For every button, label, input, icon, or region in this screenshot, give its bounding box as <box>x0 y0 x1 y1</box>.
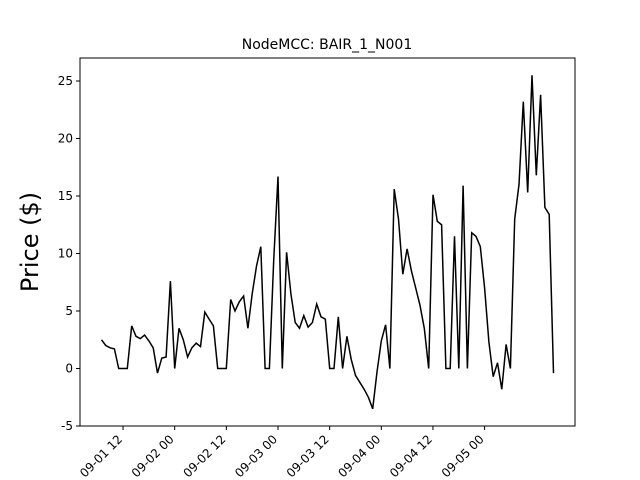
x-tick-label: 09-02 00 <box>129 432 177 480</box>
y-tick-label: 10 <box>58 247 73 261</box>
y-tick-label: 25 <box>58 74 73 88</box>
x-tick-label: 09-02 12 <box>180 432 228 480</box>
y-tick-label: 5 <box>65 304 73 318</box>
y-axis-label: Price ($) <box>16 192 44 292</box>
y-tick-label: 20 <box>58 132 73 146</box>
x-tick-label: 09-04 12 <box>387 432 435 480</box>
x-tick-label: 09-04 00 <box>335 432 383 480</box>
x-tick-label: 09-01 12 <box>77 432 125 480</box>
chart-title: NodeMCC: BAIR_1_N001 <box>242 37 412 53</box>
x-tick-label: 09-05 00 <box>439 432 487 480</box>
y-tick-label: 0 <box>65 362 73 376</box>
plot-frame <box>79 57 576 427</box>
price-line <box>100 75 555 410</box>
y-tick-label: -5 <box>61 419 73 433</box>
y-tick-label: 15 <box>58 189 73 203</box>
x-tick-label: 09-03 00 <box>232 432 280 480</box>
x-tick-label: 09-03 12 <box>284 432 332 480</box>
